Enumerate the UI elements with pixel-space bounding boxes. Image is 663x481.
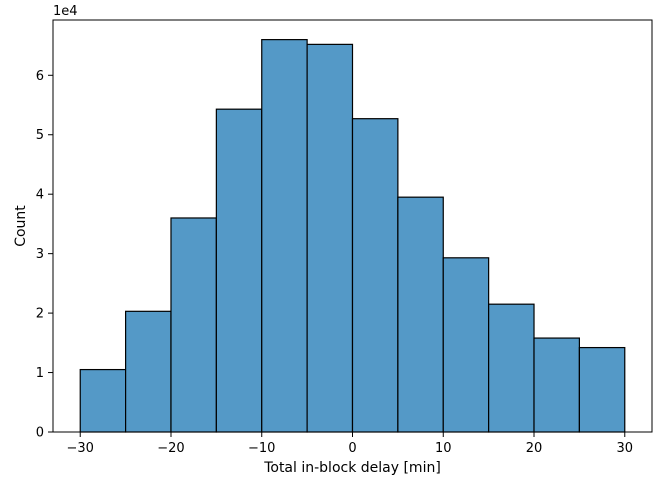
histogram-bar <box>215 108 263 433</box>
histogram-bar <box>533 337 580 433</box>
y-tick-label: 6 <box>36 69 44 84</box>
bars-group <box>79 39 626 433</box>
histogram-bar <box>578 346 626 433</box>
x-tick-label: −10 <box>248 441 275 456</box>
histogram-bar <box>170 217 217 433</box>
plot-frame <box>52 19 653 433</box>
histogram-bar <box>125 310 172 433</box>
x-axis-ticks: −30 −20 −10 0 10 20 30 <box>67 432 633 456</box>
y-axis-ticks: 0 1 2 3 4 5 6 <box>36 69 53 441</box>
y-tick-label: 5 <box>36 128 44 143</box>
x-tick-label: 30 <box>616 441 633 456</box>
x-tick-label: −20 <box>157 441 184 456</box>
y-tick-label: 0 <box>36 426 44 441</box>
histogram-bar <box>488 303 535 433</box>
y-tick-label: 2 <box>36 307 44 322</box>
histogram-bar <box>261 39 308 433</box>
histogram-bar <box>79 368 127 433</box>
histogram-bar <box>397 196 444 433</box>
histogram-bar <box>442 257 490 433</box>
y-tick-label: 3 <box>36 247 44 262</box>
histogram-bar <box>306 43 354 433</box>
histogram-bar <box>351 118 399 433</box>
y-tick-label: 4 <box>36 188 44 203</box>
x-tick-label: 20 <box>526 441 543 456</box>
y-offset-label: 1e4 <box>53 4 78 19</box>
x-tick-label: 0 <box>348 441 356 456</box>
y-axis-label: Count <box>13 205 29 247</box>
x-tick-label: 10 <box>435 441 452 456</box>
x-tick-label: −30 <box>67 441 94 456</box>
x-axis-label: Total in-block delay [min] <box>263 460 441 476</box>
y-tick-label: 1 <box>36 366 44 381</box>
